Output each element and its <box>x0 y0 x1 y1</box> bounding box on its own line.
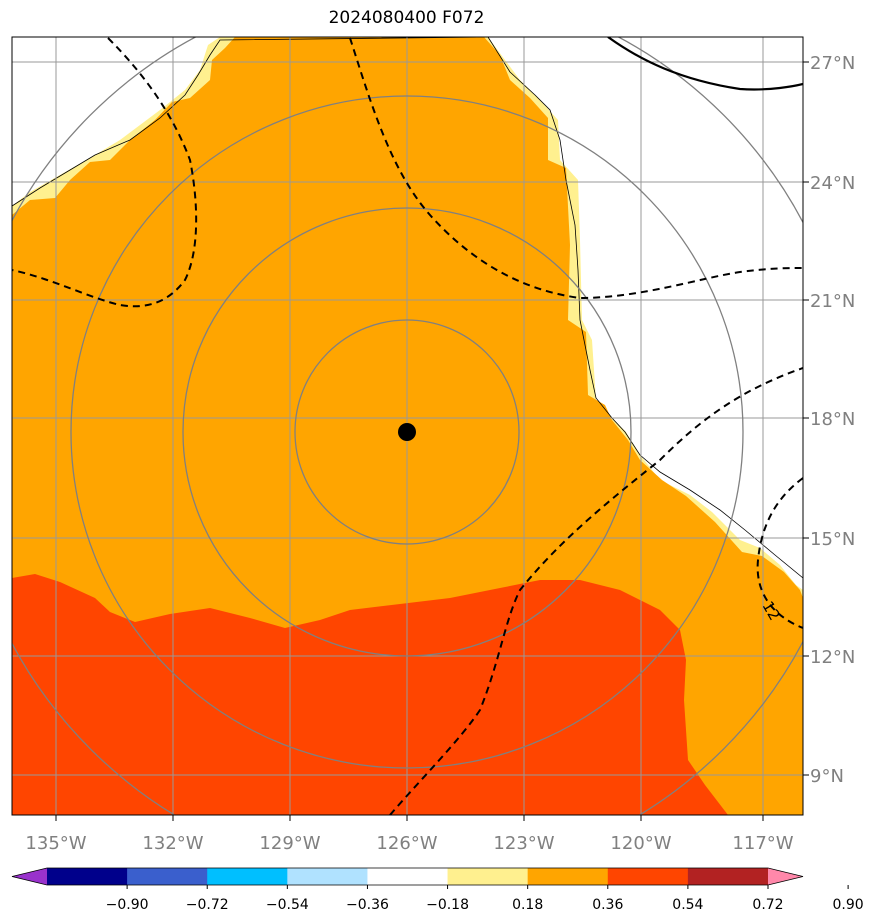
lon-ticks <box>55 815 764 821</box>
colorbar-tick-label: 0.90 <box>833 897 864 913</box>
colorbar-segment <box>287 868 368 885</box>
colorbar-segment <box>687 868 769 885</box>
contour-left-top <box>12 37 198 308</box>
dashed-contours <box>12 37 803 815</box>
lon-label: 132°W <box>142 833 203 854</box>
lon-label: 123°W <box>493 833 554 854</box>
contour-right <box>756 477 803 629</box>
lon-labels: 135°W 132°W 129°W 126°W 123°W 120°W 117°… <box>25 833 793 854</box>
colorbar-segment <box>447 868 529 885</box>
lon-label: 126°W <box>376 833 437 854</box>
colorbar-extend-high <box>768 868 803 885</box>
range-ring-2 <box>182 207 632 657</box>
colorbar-extend-low <box>12 868 47 885</box>
lat-label: 15°N <box>810 529 855 550</box>
contour-lower <box>389 367 803 815</box>
colorbar-segment <box>367 868 449 885</box>
colorbar: −0.90 −0.72 −0.54 −0.36 −0.18 0.18 0.36 0.54 0.7… <box>11 867 864 913</box>
lat-label: 27°N <box>810 53 855 74</box>
range-rings <box>12 37 803 815</box>
lat-label: 12°N <box>810 647 855 668</box>
colorbar-segment <box>607 868 689 885</box>
colorbar-tick-label: −0.36 <box>346 897 389 913</box>
range-ring-3 <box>70 95 744 769</box>
lon-label: 120°W <box>610 833 671 854</box>
lat-label: 18°N <box>810 409 855 430</box>
map-plot-area: 12 <box>12 37 803 815</box>
colorbar-tick-label: −0.54 <box>266 897 309 913</box>
coastline <box>12 37 803 579</box>
colorbar-segment <box>47 868 128 885</box>
solid-contour <box>607 37 803 91</box>
storm-center-marker <box>398 423 416 441</box>
colorbar-tick-label: 0.18 <box>512 897 543 913</box>
map-title: 2024080400 F072 <box>328 8 485 28</box>
lon-label: 129°W <box>259 833 320 854</box>
fill-0-54-to-0-72 <box>12 574 728 815</box>
lon-label: 117°W <box>732 833 793 854</box>
colorbar-segment <box>127 868 208 885</box>
colorbar-segment <box>207 868 288 885</box>
lat-labels: 27°N 24°N 21°N 18°N 15°N 12°N 9°N <box>810 53 855 787</box>
colorbar-tick-label: 0.72 <box>752 897 783 913</box>
lat-label: 24°N <box>810 173 855 194</box>
contour-center-top <box>349 37 803 300</box>
lat-label: 9°N <box>810 766 844 787</box>
colorbar-tick-label: −0.18 <box>426 897 469 913</box>
colorbar-segment <box>527 868 609 885</box>
colorbar-tick-label: −0.90 <box>106 897 149 913</box>
lat-label: 21°N <box>810 291 855 312</box>
lon-label: 135°W <box>25 833 86 854</box>
colorbar-tick-label: 0.36 <box>592 897 623 913</box>
lat-ticks <box>803 61 809 776</box>
colorbar-tick-label: 0.54 <box>672 897 703 913</box>
colorbar-outline <box>11 867 804 886</box>
range-ring-1 <box>294 319 520 545</box>
colorbar-tick-label: −0.72 <box>186 897 229 913</box>
